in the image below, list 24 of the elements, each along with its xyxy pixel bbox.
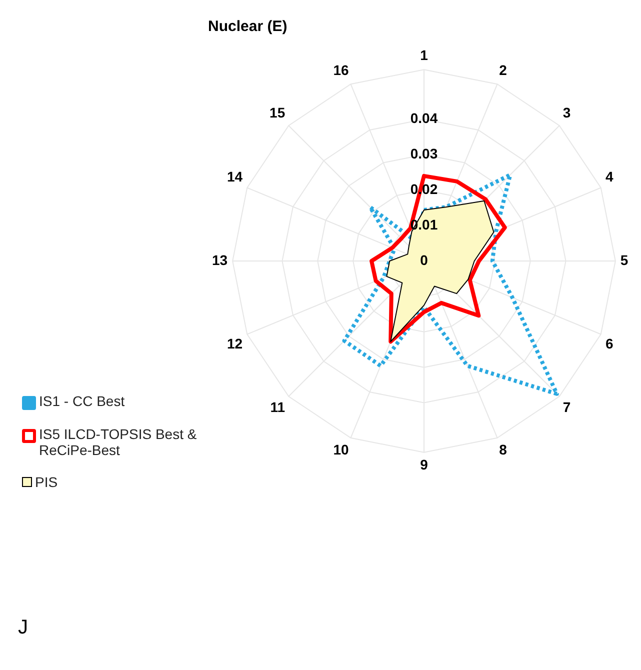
spoke-label: 3	[562, 104, 571, 121]
y-tick-label: 0.03	[410, 146, 438, 162]
spoke-label: 2	[499, 62, 508, 78]
legend-label: PIS	[35, 474, 58, 490]
spoke-label: 1	[420, 47, 428, 64]
y-tick-label: 0	[420, 252, 428, 268]
spoke-label: 6	[605, 335, 614, 352]
spoke-label: 5	[620, 252, 628, 268]
text: J	[18, 616, 28, 639]
spoke-label: 15	[270, 104, 286, 121]
legend-label: IS1 - CC Best	[39, 393, 125, 409]
spoke-label: 7	[562, 399, 571, 416]
spoke-label: 4	[605, 168, 614, 184]
chart-title: Nuclear (E)	[208, 18, 288, 36]
spoke-label: 11	[270, 399, 286, 416]
y-tick-label: 0.04	[410, 110, 438, 126]
spoke-label: 8	[499, 442, 508, 458]
spoke-label: 9	[420, 456, 428, 473]
spoke-label: 13	[212, 252, 228, 268]
spoke-label: 16	[333, 62, 350, 78]
spoke-label: 14	[226, 168, 243, 184]
spoke-label: 12	[226, 335, 243, 352]
legend-label: IS5 ILCD-TOPSIS Best & ReCiPe-Best	[39, 426, 198, 458]
spoke-label: 10	[333, 442, 350, 458]
